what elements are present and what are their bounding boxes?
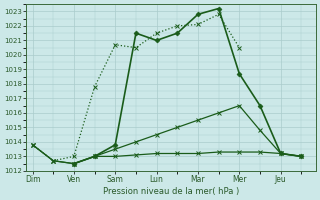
X-axis label: Pression niveau de la mer( hPa ): Pression niveau de la mer( hPa ) [103, 187, 239, 196]
